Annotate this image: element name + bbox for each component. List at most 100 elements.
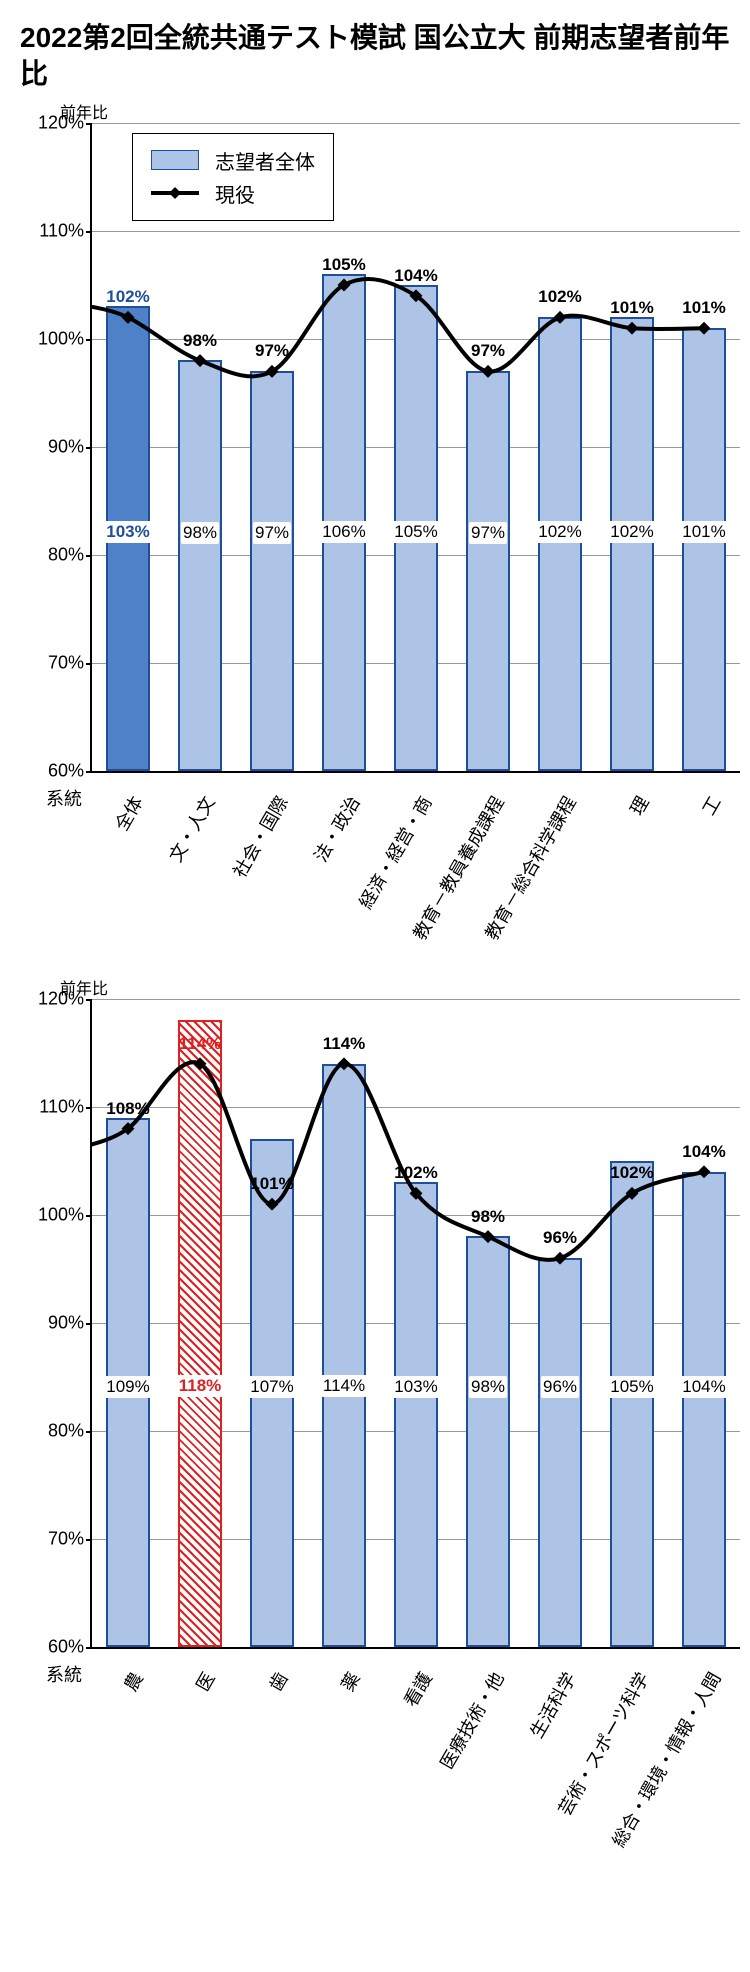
bar: 118%: [178, 1020, 223, 1646]
line-value-label: 104%: [682, 1142, 725, 1162]
line-value-label: 102%: [610, 1163, 653, 1183]
bar-slot: 114%: [308, 999, 380, 1647]
bar: 97%: [250, 371, 295, 771]
line-value-label: 98%: [471, 1207, 505, 1227]
bar-slot: 107%: [236, 999, 308, 1647]
bar: 109%: [106, 1118, 151, 1647]
x-tick-label: 工: [668, 779, 740, 959]
line-value-label: 114%: [323, 1034, 366, 1054]
bar: 104%: [682, 1172, 727, 1647]
bar: 107%: [250, 1139, 295, 1647]
x-tick-label: 総合・環境・情報・人間: [668, 1655, 740, 1835]
bar: 96%: [538, 1258, 583, 1647]
bar-slot: 98%: [452, 999, 524, 1647]
legend-swatch-line: [151, 183, 199, 203]
bar: 105%: [610, 1161, 655, 1647]
line-value-label: 104%: [394, 266, 437, 286]
bar-inner-label: 109%: [104, 1376, 151, 1398]
plot-area: 60%70%80%90%100%110%120%109%118%107%114%…: [90, 999, 740, 1649]
line-value-label: 102%: [106, 287, 149, 307]
bar-inner-label: 118%: [177, 1375, 224, 1397]
x-tick-label: 農: [90, 1655, 162, 1835]
bar-inner-label: 102%: [608, 521, 655, 543]
bar-slot: 102%: [524, 123, 596, 771]
bar-inner-label: 104%: [680, 1376, 727, 1398]
bar-slot: 105%: [596, 999, 668, 1647]
bar: 106%: [322, 274, 367, 771]
x-tick-label: 社会・国際: [234, 779, 306, 959]
bar: 98%: [178, 360, 223, 770]
x-tick-label: 文・人文: [162, 779, 234, 959]
legend-row-line: 現役: [151, 179, 315, 208]
x-tick-label: 全体: [90, 779, 162, 959]
x-tick-label: 薬: [307, 1655, 379, 1835]
bar-slot: 104%: [668, 999, 740, 1647]
y-tick-label: 100%: [38, 1204, 92, 1225]
bar-inner-label: 106%: [320, 521, 367, 543]
y-tick-label: 110%: [39, 1096, 92, 1117]
bar-slot: 97%: [452, 123, 524, 771]
x-axis-row: 系統全体文・人文社会・国際法・政治経済・経営・商教育－教員養成課程教育－総合科学…: [90, 779, 740, 959]
bar-inner-label: 98%: [469, 1376, 507, 1398]
bar-inner-label: 103%: [392, 1376, 439, 1398]
legend-row-bar: 志望者全体: [151, 146, 315, 175]
x-tick-label: 医: [162, 1655, 234, 1835]
bar: 103%: [106, 306, 151, 770]
line-value-label: 114%: [179, 1034, 222, 1054]
main-title: 2022第2回全統共通テスト模試 国公立大 前期志望者前年比: [20, 20, 740, 93]
legend-line-label: 現役: [215, 179, 255, 208]
bar-inner-label: 98%: [181, 522, 219, 544]
line-value-label: 98%: [183, 331, 217, 351]
chart-block: 前年比60%70%80%90%100%110%120%103%98%97%106…: [90, 123, 740, 959]
bar-inner-label: 107%: [248, 1376, 295, 1398]
bar-inner-label: 97%: [469, 522, 507, 544]
legend-bar-label: 志望者全体: [215, 146, 315, 175]
bar: 98%: [466, 1236, 511, 1646]
bar-inner-label: 105%: [608, 1376, 655, 1398]
bar-slot: 109%: [92, 999, 164, 1647]
bar-slot: 118%: [164, 999, 236, 1647]
bar: 97%: [466, 371, 511, 771]
bar-slot: 102%: [596, 123, 668, 771]
y-tick-label: 100%: [38, 328, 92, 349]
x-tick-label: 法・政治: [307, 779, 379, 959]
y-tick-label: 120%: [38, 112, 92, 133]
x-axis-title: 系統: [46, 785, 90, 811]
line-value-label: 102%: [394, 1163, 437, 1183]
bar-inner-label: 105%: [392, 521, 439, 543]
chart-block: 前年比60%70%80%90%100%110%120%109%118%107%1…: [90, 999, 740, 1835]
line-value-label: 108%: [106, 1099, 149, 1119]
bar: 103%: [394, 1182, 439, 1646]
plot-area: 60%70%80%90%100%110%120%103%98%97%106%10…: [90, 123, 740, 773]
bar: 102%: [610, 317, 655, 771]
bar: 102%: [538, 317, 583, 771]
bar: 101%: [682, 328, 727, 771]
bar-slot: 105%: [380, 123, 452, 771]
x-tick-label: 理: [596, 779, 668, 959]
line-value-label: 97%: [471, 341, 505, 361]
x-tick-label: 教育－総合科学課程: [523, 779, 595, 959]
line-value-label: 96%: [543, 1228, 577, 1248]
x-axis-row: 系統農医歯薬看護医療技術・他生活科学芸術・スポーツ科学総合・環境・情報・人間: [90, 1655, 740, 1835]
y-tick-mark: [86, 771, 92, 773]
bar-inner-label: 96%: [541, 1376, 579, 1398]
legend-swatch-bar: [151, 150, 199, 170]
x-axis-title: 系統: [46, 1661, 90, 1687]
bar-inner-label: 114%: [321, 1375, 367, 1397]
bar-inner-label: 102%: [536, 521, 583, 543]
line-value-label: 101%: [682, 298, 725, 318]
line-value-label: 101%: [250, 1174, 293, 1194]
x-tick-label: 歯: [234, 1655, 306, 1835]
line-value-label: 97%: [255, 341, 289, 361]
legend: 志望者全体現役: [132, 133, 334, 221]
y-tick-label: 110%: [39, 220, 92, 241]
bar: 114%: [322, 1064, 367, 1647]
line-value-label: 102%: [538, 287, 581, 307]
bar-slot: 101%: [668, 123, 740, 771]
bars-row: 109% 118% 107% 114% 103% 98% 96% 105% 104%: [92, 999, 740, 1647]
bar-inner-label: 103%: [104, 521, 151, 543]
bar-inner-label: 101%: [680, 521, 727, 543]
bar: 105%: [394, 285, 439, 771]
bar-inner-label: 97%: [253, 522, 291, 544]
y-tick-label: 120%: [38, 988, 92, 1009]
